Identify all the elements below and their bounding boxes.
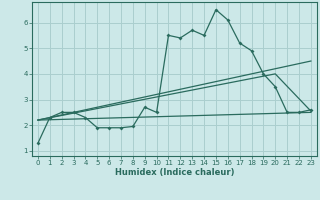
X-axis label: Humidex (Indice chaleur): Humidex (Indice chaleur) <box>115 168 234 177</box>
